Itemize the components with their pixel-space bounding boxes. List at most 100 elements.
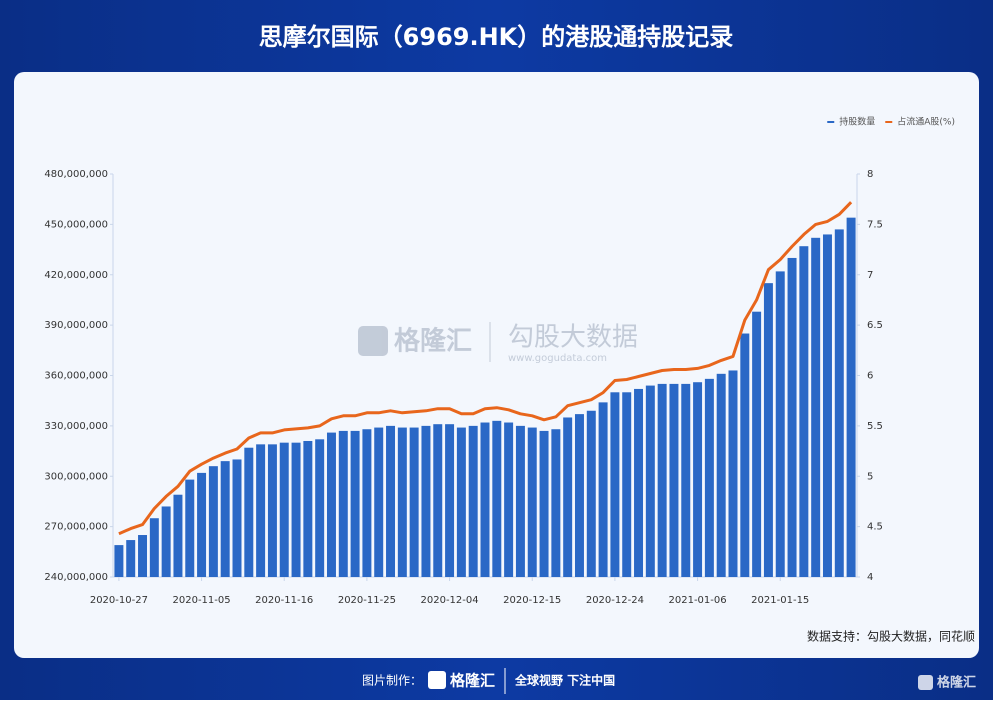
bar [504,422,514,577]
y2-tick-label: 7 [867,270,873,281]
card [14,72,979,658]
bar [267,444,277,577]
bar [386,425,396,577]
bar [138,535,148,577]
bar [315,439,325,577]
y-tick-label: 390,000,000 [44,320,108,331]
bar [456,427,466,577]
bar [173,494,183,577]
bar [492,420,502,577]
line [118,201,853,536]
bar [362,429,372,577]
y2-tick-label: 4.5 [867,522,883,533]
bar [610,392,620,577]
bar [799,246,809,577]
x-tick-label: 2021-01-06 [669,595,727,606]
bar [787,257,797,577]
y2-tick-label: 6.5 [867,320,883,331]
bar [763,283,773,577]
x-tick-label: 2020-12-04 [421,595,479,606]
bar [527,427,537,577]
footer-logo [428,671,446,689]
chart-title: 思摩尔国际（6969.HK）的港股通持股记录 [259,23,734,51]
watermark-brand: 格隆汇 [394,326,472,357]
bar [598,402,608,577]
bar [634,388,644,577]
bar [669,383,679,577]
y2-tick-label: 6 [867,371,873,382]
bar [350,430,360,577]
bar [338,430,348,577]
bar [126,540,136,577]
bar [728,370,738,577]
y-tick-label: 420,000,000 [44,270,108,281]
bar [468,425,478,577]
bar [693,382,703,577]
watermark: 格隆汇 勾股大数据 www.gogudata.com [358,322,638,364]
bar [208,466,218,577]
bar [114,545,124,577]
bar [232,459,242,577]
bar [445,424,455,577]
bar [740,333,750,577]
bar [563,417,573,577]
y2-tick-label: 7.5 [867,219,883,230]
x-tick-label: 2021-01-15 [751,595,809,606]
x-tick-label: 2020-11-16 [255,595,313,606]
y2-tick-label: 8 [867,169,873,180]
bar [303,440,313,577]
bar [811,237,821,577]
bar [256,444,266,577]
source: 数据支持：勾股大数据，同花顺 [807,629,975,644]
watermark-logo [358,326,388,356]
y-tick-label: 270,000,000 [44,522,108,533]
y-tick-label: 360,000,000 [44,371,108,382]
bar [185,479,195,577]
bar [374,427,384,577]
bar [716,373,726,577]
bar [551,429,561,577]
bar [421,425,431,577]
bar [822,234,832,577]
bar [704,378,714,577]
bar [752,311,762,577]
footer-made-by: 图片制作： [362,674,422,688]
bar [397,427,407,577]
y-tick-label: 300,000,000 [44,471,108,482]
bar [515,425,525,577]
y-tick-label: 330,000,000 [44,421,108,432]
bar [846,217,856,578]
y-tick-label: 480,000,000 [44,169,108,180]
footer-brand: 格隆汇 [450,672,495,690]
x-tick-label: 2020-11-05 [173,595,231,606]
bar [220,461,230,577]
bar [539,430,549,577]
bar [574,414,584,577]
bar [480,422,490,577]
y2-tick-label: 4 [867,572,873,583]
corner-brand: 格隆汇 [937,675,976,691]
bar [657,383,667,577]
x-tick-label: 2020-10-27 [90,595,148,606]
legend-label: 占流通A股(%) [897,116,955,128]
y2-tick-label: 5.5 [867,421,883,432]
bar [244,447,254,577]
y-tick-label: 240,000,000 [44,572,108,583]
watermark-name: 勾股大数据 [508,323,638,353]
x-tick-label: 2020-12-15 [503,595,561,606]
bar [409,427,419,577]
bar [279,442,289,577]
bar [149,518,159,577]
bar [433,424,443,577]
bar [645,385,655,577]
bar [586,410,596,577]
bar [326,432,336,577]
watermark-url: www.gogudata.com [508,353,607,364]
bar [834,229,844,577]
x-tick-label: 2020-12-24 [586,595,644,606]
footer-slogan: 全球视野 下注中国 [514,673,615,688]
bar [681,383,691,577]
bar [622,392,632,577]
bar [775,271,785,577]
y-tick-label: 450,000,000 [44,219,108,230]
